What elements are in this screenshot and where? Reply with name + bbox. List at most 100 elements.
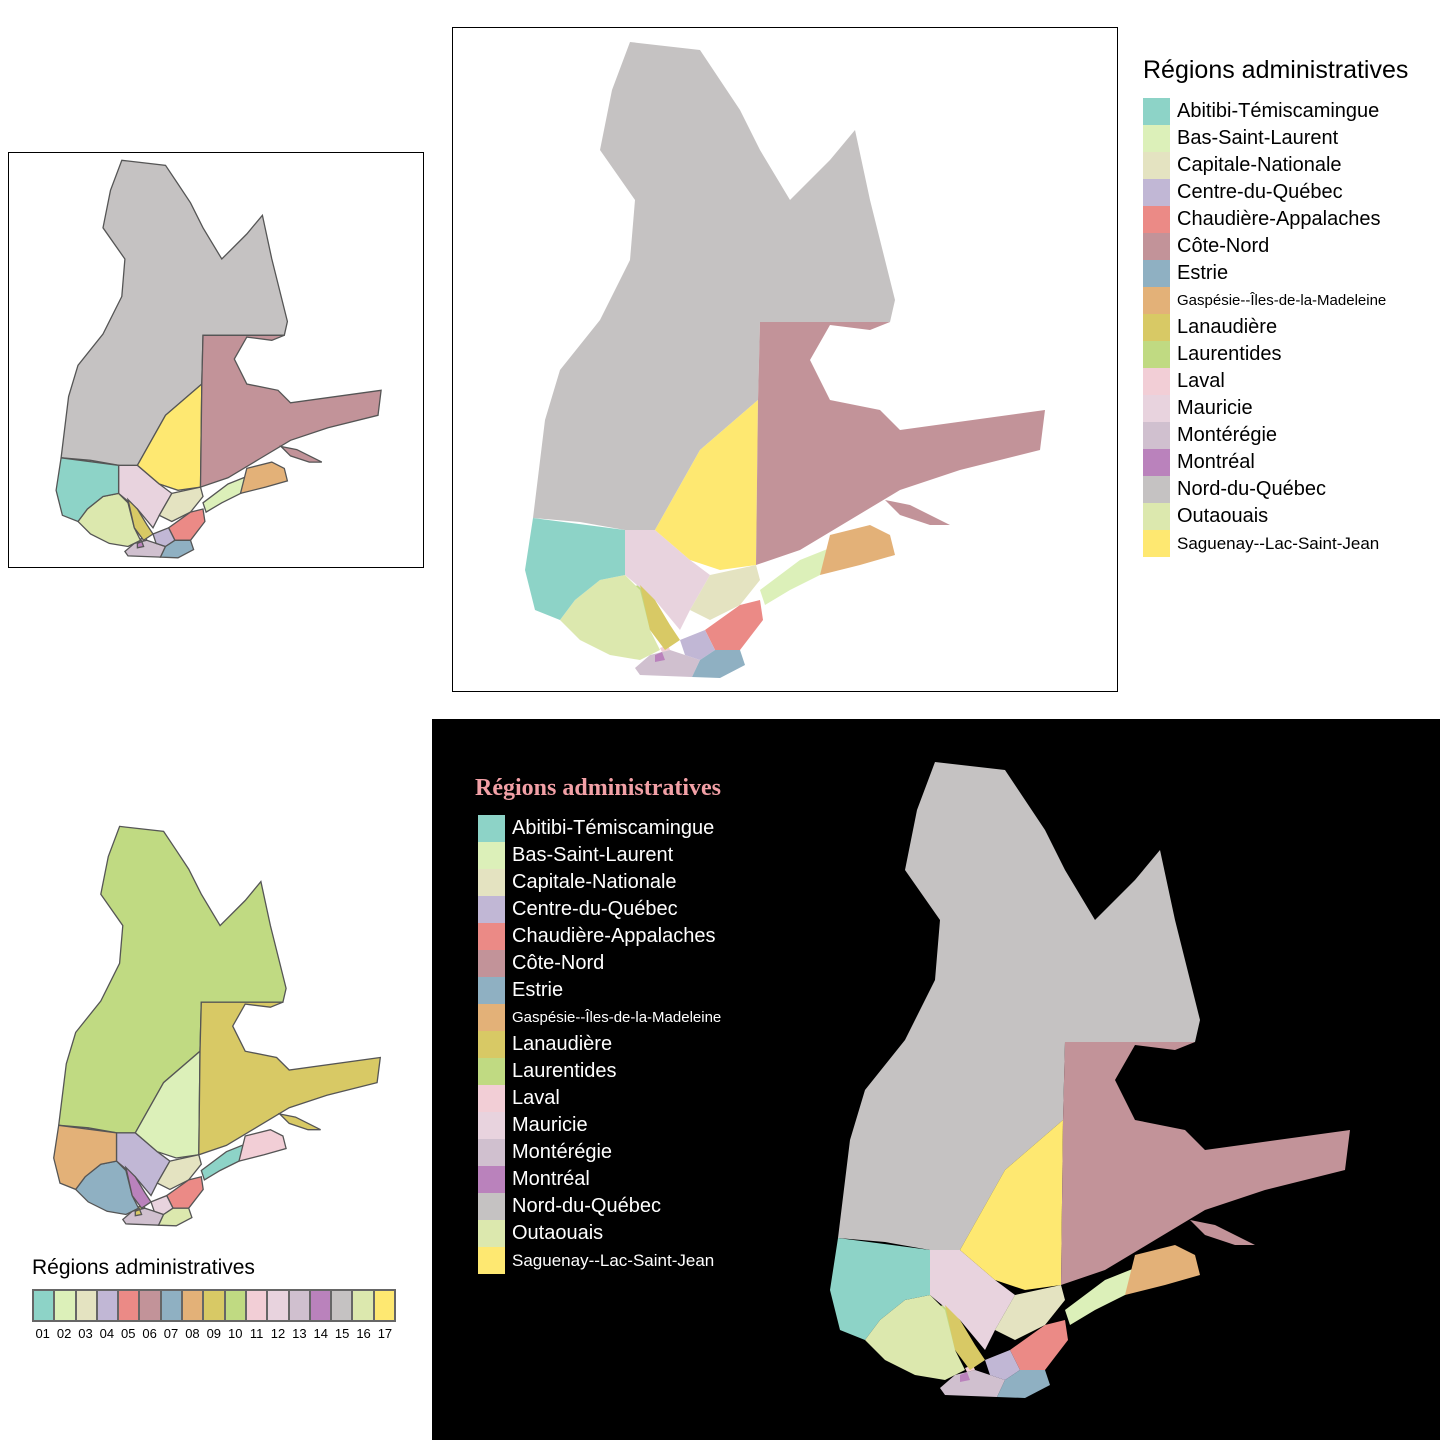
legend-item: Montréal <box>478 1166 721 1193</box>
legend-label: Mauricie <box>512 1114 588 1136</box>
legend-code-label: 01 <box>35 1326 50 1341</box>
legend-label: Bas-Saint-Laurent <box>1177 127 1339 149</box>
legend-item: Côte-Nord <box>478 950 721 977</box>
legend-label: Laurentides <box>512 1060 617 1082</box>
legend-code-label: 08 <box>185 1326 200 1341</box>
legend-item: Bas-Saint-Laurent <box>1143 125 1408 152</box>
legend-color-cell <box>268 1291 290 1320</box>
legend-swatch <box>478 977 505 1004</box>
legend-label: Laurentides <box>1177 343 1282 365</box>
legend-label: Lanaudière <box>1177 316 1278 338</box>
legend-swatch <box>1143 530 1170 557</box>
legend-swatch <box>1143 233 1170 260</box>
legend-swatch <box>1143 449 1170 476</box>
legend-swatch <box>478 1112 505 1139</box>
legend-color-cell <box>289 1291 311 1320</box>
region-laval <box>137 1204 146 1211</box>
legend-top-center: Régions administratives Abitibi-Témiscam… <box>1143 56 1408 557</box>
legend-label: Outaouais <box>512 1222 604 1244</box>
legend-label: Montréal <box>512 1168 590 1190</box>
legend-code-label: 04 <box>99 1326 115 1341</box>
legend-color-cell <box>246 1291 269 1320</box>
region-outaouais <box>74 1160 140 1216</box>
legend-color-cell <box>225 1291 247 1320</box>
legend-swatch <box>1143 206 1170 233</box>
legend-code-label: 10 <box>227 1326 243 1341</box>
region-laurentides <box>106 1166 133 1203</box>
legend-item: Côte-Nord <box>1143 233 1408 260</box>
legend-code-label: 11 <box>249 1326 264 1341</box>
legend-swatch <box>478 1058 505 1085</box>
legend-color-cell <box>97 1291 120 1320</box>
legend-item: Mauricie <box>478 1112 721 1139</box>
legend-label: Outaouais <box>1177 505 1269 527</box>
legend-swatch <box>1143 341 1170 368</box>
legend-title: Régions administratives <box>32 1256 255 1279</box>
legend-color-cell <box>140 1291 162 1320</box>
map-panel-top-center <box>452 27 1118 692</box>
region-chaudi-re-appalaches <box>165 1175 204 1209</box>
legend-color-cell <box>353 1291 375 1320</box>
legend-item: Capitale-Nationale <box>478 869 721 896</box>
legend-swatch <box>1143 179 1170 206</box>
region-c-te-nord <box>198 1001 382 1156</box>
legend-item: Abitibi-Témiscamingue <box>478 815 721 842</box>
legend-color-bar <box>32 1289 396 1322</box>
legend-color-cell <box>374 1291 395 1320</box>
legend-item: Saguenay--Lac-Saint-Jean <box>478 1247 721 1274</box>
legend-item: Centre-du-Québec <box>1143 179 1408 206</box>
region-bas-saint-laurent <box>200 1138 266 1181</box>
legend-label: Chaudière-Appalaches <box>1177 208 1381 230</box>
legend-code-label: 06 <box>142 1326 157 1341</box>
legend-item: Chaudière-Appalaches <box>478 923 721 950</box>
legend-item: Laval <box>1143 368 1408 395</box>
legend-item: Saguenay--Lac-Saint-Jean <box>1143 530 1408 557</box>
legend-code-label: 02 <box>56 1326 72 1341</box>
legend-item: Laurentides <box>1143 341 1408 368</box>
legend-label: Gaspésie--Îles-de-la-Madeleine <box>1177 292 1387 309</box>
legend-label: Montérégie <box>1177 424 1278 446</box>
map-panel-top-left <box>8 152 424 568</box>
legend-code-label: 13 <box>292 1326 307 1341</box>
region-gasp-sie-les-de-la-madeleine <box>238 1129 287 1162</box>
region-mauricie <box>115 1132 171 1197</box>
legend-item: Montérégie <box>478 1139 721 1166</box>
legend-item: Gaspésie--Îles-de-la-Madeleine <box>1143 287 1408 314</box>
legend-swatch <box>1143 152 1170 179</box>
legend-label: Abitibi-Témiscamingue <box>1177 100 1380 122</box>
legend-item: Gaspésie--Îles-de-la-Madeleine <box>478 1004 721 1031</box>
legend-swatch <box>1143 125 1170 152</box>
legend-swatch <box>478 1139 505 1166</box>
legend-color-cell <box>119 1291 141 1320</box>
legend-label: Gaspésie--Îles-de-la-Madeleine <box>512 1009 722 1026</box>
legend-item: Chaudière-Appalaches <box>1143 206 1408 233</box>
legend-item: Montréal <box>1143 449 1408 476</box>
legend-label: Capitale-Nationale <box>1177 154 1342 176</box>
legend-item: Mauricie <box>1143 395 1408 422</box>
legend-label: Côte-Nord <box>1177 235 1270 257</box>
legend-swatch <box>478 1031 505 1058</box>
region-capitale-nationale <box>156 1154 203 1191</box>
legend-item: Laval <box>478 1085 721 1112</box>
legend-swatch <box>478 1166 505 1193</box>
legend-swatch <box>478 1220 505 1247</box>
legend-label: Côte-Nord <box>512 952 605 974</box>
legend-swatch <box>478 1247 505 1274</box>
legend-code-label: 09 <box>206 1326 222 1341</box>
legend-label: Estrie <box>512 979 564 1001</box>
legend-item: Abitibi-Témiscamingue <box>1143 98 1408 125</box>
legend-bottom-left: Régions administratives 01 02 03 04 05 06 07 08… <box>32 1256 396 1341</box>
legend-code-label: 05 <box>121 1326 136 1341</box>
legend-swatch <box>1143 395 1170 422</box>
legend-color-cell <box>204 1291 226 1320</box>
legend-code-label: 16 <box>356 1326 371 1341</box>
region-mont-r-gie <box>121 1207 165 1226</box>
legend-item: Outaouais <box>1143 503 1408 530</box>
region-saguenay-lac-saint-jean <box>134 1049 201 1159</box>
legend-item: Outaouais <box>478 1220 721 1247</box>
legend-item: Centre-du-Québec <box>478 896 721 923</box>
region-lanaudi-re <box>124 1165 152 1210</box>
legend-label: Montréal <box>1177 451 1255 473</box>
legend-code-label: 07 <box>163 1326 179 1341</box>
legend-label: Centre-du-Québec <box>1177 181 1343 203</box>
